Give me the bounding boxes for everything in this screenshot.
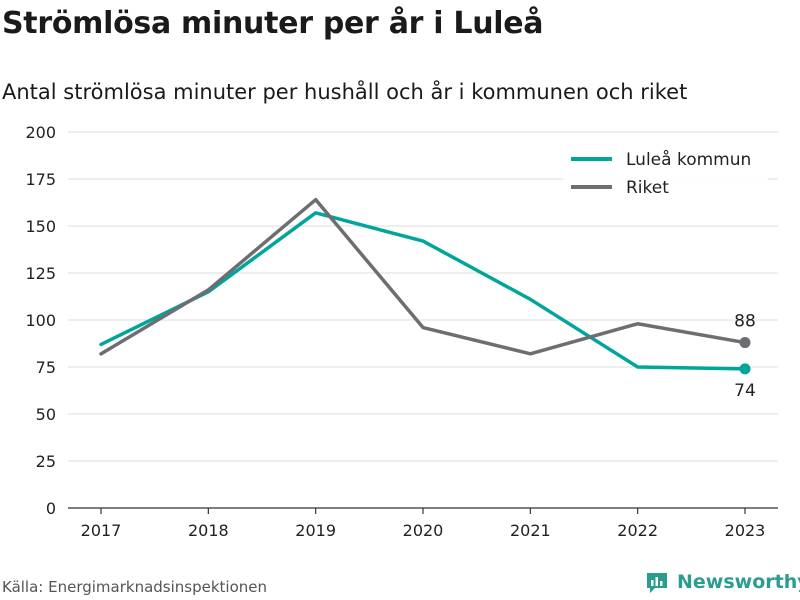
x-tick-label: 2023 (725, 521, 766, 540)
x-tick-label: 2018 (188, 521, 229, 540)
x-tick-label: 2020 (403, 521, 444, 540)
brand-name: Newsworthy (677, 571, 800, 593)
y-tick-label: 125 (25, 264, 56, 283)
legend-label-1: Riket (626, 178, 669, 198)
y-tick-label: 200 (25, 123, 56, 142)
series-lines (99, 197, 747, 371)
end-label-0: 74 (734, 381, 756, 401)
y-axis-ticks: 0 25 50 75 100 125 150 175 200 (25, 123, 56, 518)
x-tick-label: 2017 (81, 521, 122, 540)
series-line-0 (99, 211, 747, 371)
y-tick-label: 175 (25, 170, 56, 189)
x-axis: 2017 2018 2019 2020 2021 2022 2023 (68, 507, 778, 540)
y-tick-label: 25 (36, 452, 56, 471)
source-note: Källa: Energimarknadsinspektionen (2, 578, 268, 596)
end-labels: 74 88 (734, 312, 756, 401)
newsworthy-logo-icon (647, 573, 667, 593)
x-tick-label: 2022 (617, 521, 658, 540)
end-point-0 (739, 363, 751, 375)
y-tick-label: 150 (25, 217, 56, 236)
series-line-1 (99, 197, 747, 356)
legend: Luleå kommun Riket (563, 145, 768, 207)
y-tick-label: 100 (25, 311, 56, 330)
legend-background (563, 145, 768, 207)
legend-label-0: Luleå kommun (626, 149, 751, 170)
chart-subtitle: Antal strömlösa minuter per hushåll och … (2, 80, 688, 104)
x-tick-label: 2021 (510, 521, 551, 540)
end-label-1: 88 (734, 312, 756, 332)
end-point-1 (739, 337, 751, 349)
y-tick-label: 50 (36, 405, 56, 424)
x-tick-label: 2019 (295, 521, 336, 540)
y-tick-label: 75 (36, 358, 56, 377)
chart-title: Strömlösa minuter per år i Luleå (2, 6, 544, 41)
y-tick-label: 0 (46, 499, 56, 518)
brand-logo[interactable]: Newsworthy (645, 570, 800, 594)
